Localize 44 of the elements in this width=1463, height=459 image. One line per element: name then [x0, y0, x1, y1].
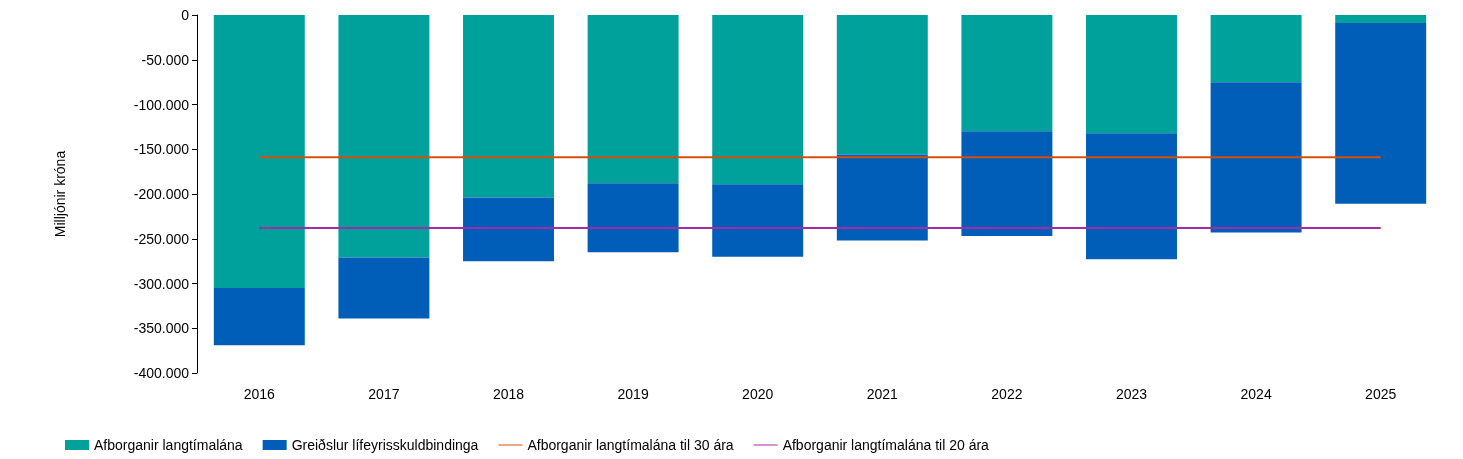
y-axis-title: Milljónir króna: [52, 150, 68, 238]
x-tick-label: 2019: [617, 386, 649, 402]
x-tick-label: 2024: [1240, 386, 1272, 402]
bar: [338, 257, 430, 319]
bar: [463, 15, 554, 198]
x-tick-label: 2021: [866, 386, 899, 402]
bar: [213, 15, 305, 288]
y-tick-label: 0: [181, 7, 190, 23]
y-tick-label: -400.000: [133, 365, 190, 381]
bar: [338, 15, 430, 258]
bar: [213, 287, 305, 346]
bar: [1335, 15, 1427, 24]
y-tick-label: -300.000: [133, 275, 190, 292]
bar: [836, 154, 928, 241]
bar: [587, 183, 679, 253]
bar: [1086, 15, 1177, 134]
legend-label: Afborganir langtímalána: [94, 437, 243, 453]
bar: [463, 197, 554, 262]
y-tick-label: -350.000: [133, 320, 190, 337]
x-tick-label: 2016: [243, 386, 276, 402]
legend-label: Afborganir langtímalána til 30 ára: [527, 437, 734, 453]
bar: [836, 15, 928, 155]
y-tick-label: -50.000: [141, 51, 190, 68]
bar: [961, 131, 1053, 237]
bar: [712, 15, 804, 185]
legend-label: Greiðslur lífeyrisskuldbindinga: [291, 437, 479, 453]
x-tick-label: 2018: [492, 386, 525, 402]
bar: [961, 15, 1053, 132]
y-tick-label: -150.000: [133, 141, 190, 158]
bar: [1335, 23, 1427, 204]
y-tick-label: -100.000: [133, 96, 190, 113]
bar: [712, 184, 804, 257]
x-tick-label: 2017: [368, 386, 400, 402]
x-tick-label: 2025: [1365, 386, 1397, 402]
x-tick-label: 2023: [1115, 386, 1148, 402]
bar: [587, 15, 679, 184]
legend-label: Afborganir langtímalána til 20 ára: [782, 437, 990, 453]
bar: [1210, 15, 1302, 83]
y-tick-label: -250.000: [133, 230, 190, 247]
x-tick-label: 2022: [991, 386, 1023, 402]
x-tick-label: 2020: [742, 386, 774, 402]
bar: [1210, 82, 1302, 233]
bar: [1086, 133, 1177, 260]
y-tick-label: -200.000: [133, 186, 190, 202]
